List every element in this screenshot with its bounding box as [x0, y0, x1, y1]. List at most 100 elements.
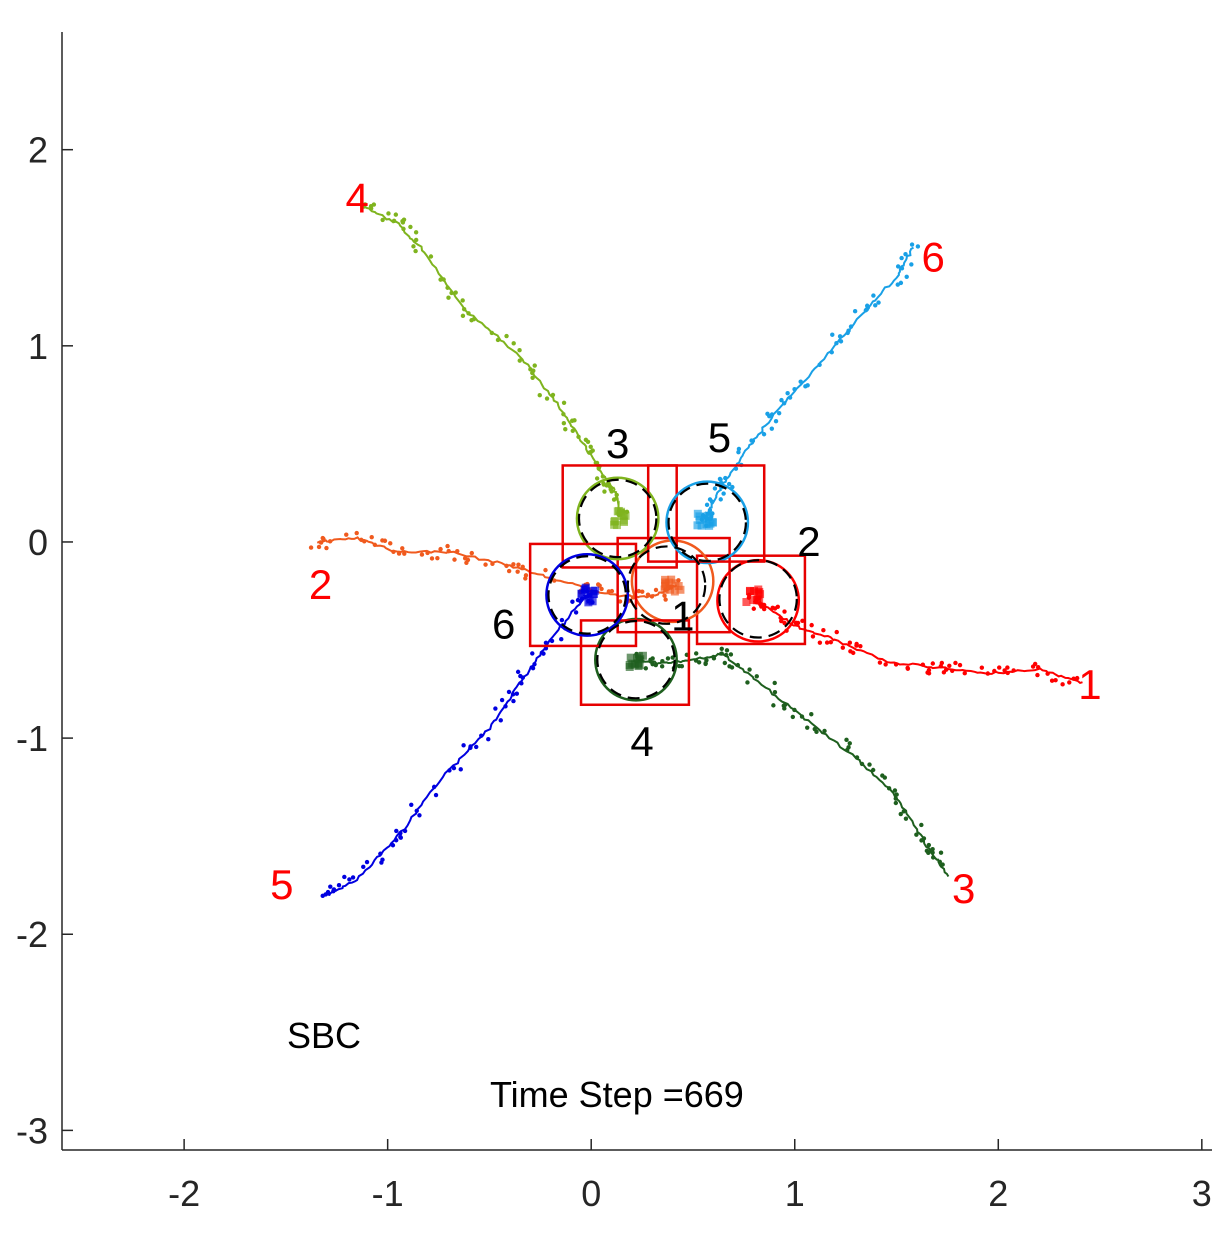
- agent-4-measurement-dot: [495, 337, 501, 343]
- agent-2-measurement-dot: [316, 544, 322, 550]
- agent-6-measurement-dot: [899, 255, 904, 261]
- agent-3-measurement-dot: [882, 775, 888, 780]
- agent-1-measurement-dot: [950, 668, 955, 673]
- agent-4-bounding-box: [561, 464, 678, 569]
- agent-6-measurement-dot: [773, 419, 779, 424]
- agent-6-measurement-dot: [707, 507, 713, 513]
- agent-5-measurement-dot: [342, 874, 347, 880]
- agent-3-measurement-dot: [694, 651, 699, 656]
- agent-4-measurement-dot: [576, 434, 581, 440]
- agent-1-measurement-dot: [770, 605, 775, 611]
- agent-3-measurement-dot: [719, 646, 724, 652]
- agent-3-measurement-dot: [901, 809, 906, 814]
- agent-4-measurement-dot: [532, 363, 537, 368]
- agent-2-particle: [674, 582, 683, 591]
- agent-1-measurement-dot: [1011, 668, 1016, 673]
- agent-1-measurement-dot: [834, 629, 839, 635]
- agent-6-measurement-dot: [837, 334, 843, 339]
- agent-4-particle: [620, 517, 629, 526]
- agent-6-measurement-dot: [723, 475, 728, 481]
- agent-1-measurement-dot: [1045, 671, 1050, 676]
- agent-4-measurement-dot: [604, 483, 609, 488]
- agent-3-measurement-dot: [924, 848, 930, 854]
- agent-3-measurement-dot: [745, 680, 750, 685]
- agent-3-particle: [635, 660, 644, 669]
- agent-4-measurement-dot: [428, 254, 434, 259]
- agent-6-measurement-dot: [779, 397, 784, 403]
- agent-5-measurement-dot: [575, 597, 581, 603]
- agent-3-measurement-dot: [898, 811, 903, 817]
- agent-1-measurement-dot: [778, 615, 783, 621]
- agent-1-measurement-dot: [938, 663, 944, 669]
- agent-5-measurement-dot: [503, 704, 508, 709]
- agent-4-measurement-dot: [449, 290, 454, 296]
- agent-3-measurement-dot: [724, 648, 730, 653]
- agent-5-measurement-dot: [510, 692, 516, 697]
- agent-4-measurement-dot: [469, 318, 474, 323]
- agent-2-measurement-dot: [506, 568, 512, 574]
- agent-6-measurement-dot: [721, 491, 726, 496]
- agent-3-measurement-dot: [754, 674, 759, 679]
- agent-6-measurement-dot: [749, 438, 754, 443]
- agent-1-trajectory: [753, 598, 1083, 685]
- agent-6-measurement-dot: [864, 307, 869, 312]
- agent-1-measurement-dot: [997, 665, 1002, 670]
- agent-6-measurement-dot: [805, 383, 810, 388]
- trajectories: [308, 202, 1083, 899]
- agent-4-measurement-dot: [408, 224, 413, 230]
- agent-4-measurement-dot: [517, 358, 522, 363]
- agent-3-measurement-dot: [772, 689, 778, 695]
- agent-2-measurement-dot: [320, 535, 325, 541]
- agent-4-measurement-dot: [563, 427, 568, 432]
- agent-4-measurement-dot: [511, 341, 516, 346]
- agent-1-measurement-dot: [893, 662, 899, 667]
- agent-2-measurement-dot: [483, 562, 488, 567]
- agent-5-particle: [581, 584, 590, 593]
- agent-2-measurement-dot: [606, 589, 612, 594]
- agent-4-measurement-dot: [489, 330, 495, 336]
- agent-1-measurement-dot: [793, 620, 799, 626]
- agent-4-measurement-dot: [401, 226, 406, 232]
- y-tick-label: -1: [16, 718, 48, 759]
- agent-1-measurement-dot: [957, 662, 963, 668]
- agent-2-measurement-dot: [400, 546, 405, 551]
- agent-1-measurement-dot: [953, 660, 958, 666]
- agent-3-measurement-dot: [747, 667, 752, 672]
- agent-6-circle: [665, 480, 750, 565]
- agent-6-particle: [693, 521, 702, 530]
- agent-1-measurement-dot: [985, 671, 991, 676]
- agent-3-measurement-dot: [703, 661, 708, 667]
- agent-4-measurement-dot: [544, 396, 550, 401]
- agent-3-measurement-dot: [728, 652, 734, 657]
- goal-2-label: 2: [797, 518, 820, 565]
- agent-6-measurement-dot: [792, 387, 797, 392]
- agent-5-measurement-dot: [331, 887, 337, 892]
- agent-1-measurement-dot: [941, 670, 947, 675]
- agent-3-measurement-dot: [723, 652, 729, 658]
- agent-2-measurement-dot: [636, 588, 642, 594]
- agent-1-measurement-dot: [828, 639, 834, 645]
- agent-2-measurement-dot: [520, 564, 525, 570]
- goal-6-circle: [547, 555, 627, 635]
- agent-5-measurement-dot: [361, 864, 366, 870]
- agent-2-measurement-dot: [662, 593, 667, 598]
- agent-2-measurement-dot: [402, 551, 407, 556]
- axes: -2 -1 0 1 2 3 -3 -2 -1 0 1 2: [16, 32, 1212, 1214]
- agent-2-measurement-dot: [388, 541, 393, 546]
- agent-2-measurement-dot: [380, 538, 385, 543]
- agent-2-measurement-dot: [645, 592, 651, 597]
- agent-3-measurement-dot: [696, 660, 702, 665]
- agent-4-measurement-dot: [569, 418, 575, 423]
- agent-1-measurement-dot: [782, 620, 787, 626]
- agent-6-measurement-dot: [909, 262, 914, 267]
- agent-6-measurement-dot: [787, 395, 793, 400]
- agent-3-measurement-dot: [643, 666, 648, 671]
- goal-1-label: 1: [671, 592, 694, 639]
- agent-2-measurement-dot: [396, 551, 402, 556]
- agent-3-measurement-dot: [930, 846, 935, 852]
- agent-1-particle: [742, 598, 751, 607]
- agent-2-measurement-dot: [354, 530, 359, 536]
- agent-3-measurement-dot: [809, 712, 814, 717]
- agent-1-measurement-dot: [810, 634, 816, 639]
- agent-6-measurement-dot: [899, 266, 905, 271]
